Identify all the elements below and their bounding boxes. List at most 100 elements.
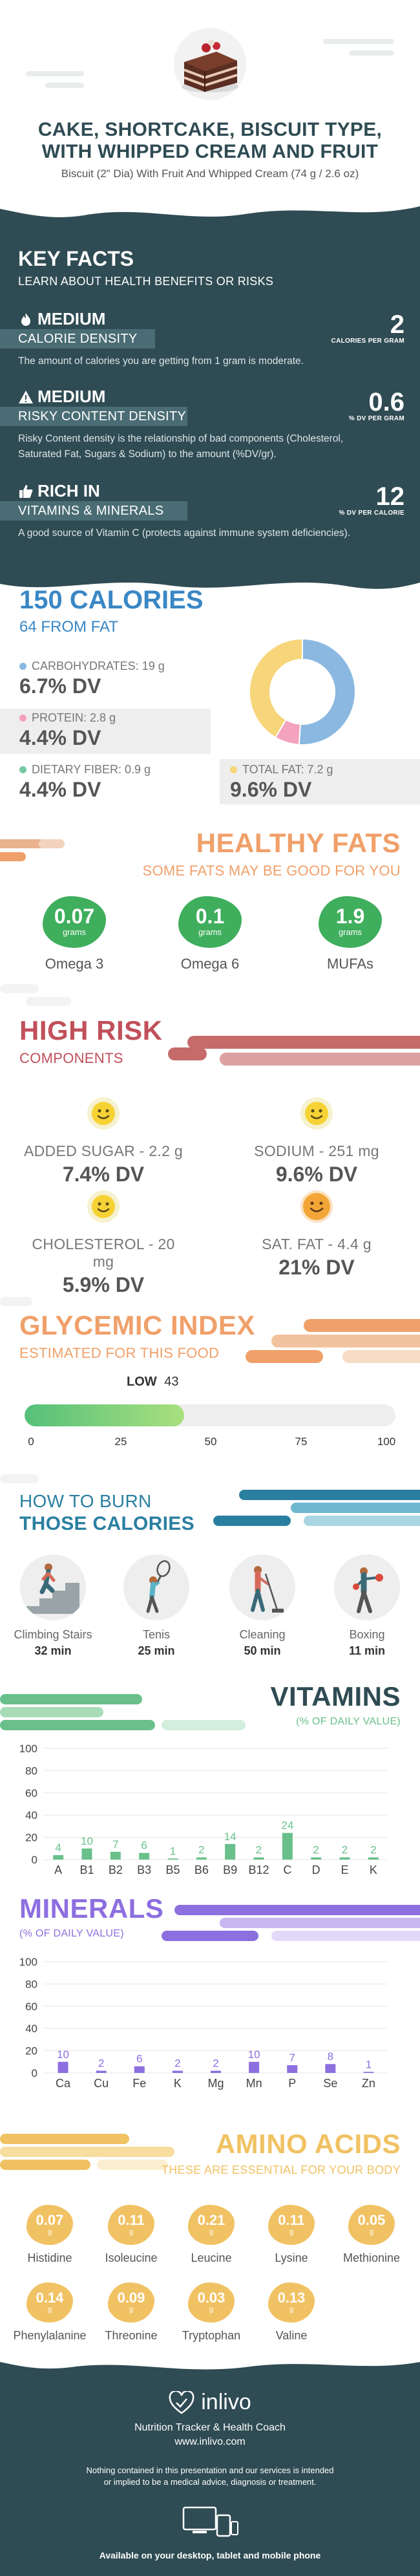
amino-unit: g — [209, 2228, 214, 2236]
y-tick-label: 80 — [25, 1978, 37, 1990]
glycemic-bar — [25, 1404, 395, 1426]
bar — [287, 2065, 298, 2073]
brand-website[interactable]: www.inlivo.com — [174, 2436, 246, 2447]
fat-unit: grams — [198, 927, 222, 937]
burn-boxing: Boxing 11 min — [322, 1554, 412, 1658]
amino-value: 0.14 — [36, 2290, 64, 2306]
bar — [339, 1857, 350, 1860]
fat-value-badge: 0.1 grams — [178, 896, 242, 948]
bar — [139, 1852, 150, 1860]
burn-minutes: 25 min — [138, 1644, 175, 1657]
fat-name: Omega 3 — [45, 956, 104, 972]
risk-cholesterol: CHOLESTEROL - 20 mg 5.9% DV — [19, 1190, 187, 1297]
page-title: CAKE, SHORTCAKE, BISCUIT TYPE, WITH WHIP… — [13, 119, 407, 163]
burn-activity: Boxing — [349, 1628, 385, 1641]
decor-stripe — [45, 83, 84, 88]
amino-value-badge: 0.14 g — [26, 2282, 73, 2323]
x-tick-label: A — [54, 1863, 62, 1876]
amino-value-badge: 0.05 g — [348, 2205, 395, 2245]
decor-stripe — [271, 1931, 420, 1941]
amino-value-badge: 0.21 g — [188, 2205, 235, 2245]
brand-name: inlivo — [201, 2390, 251, 2414]
decor-stripe — [97, 2160, 168, 2170]
amino-unit: g — [129, 2228, 134, 2236]
fact-unit: % DV PER GRAM — [348, 415, 404, 422]
y-tick-label: 60 — [25, 1787, 37, 1799]
amino-value: 0.03 — [197, 2290, 226, 2306]
minerals-bar-chart: 0 20 40 60 80 100 10 Ca 2 Cu 6 Fe 2 K 2 Mg 10 Mn 7 P 8 Se 1 Zn — [19, 1956, 388, 2090]
decor-stripe — [342, 1350, 420, 1363]
warning-icon — [19, 390, 33, 403]
bar-value-label: 7 — [289, 2052, 295, 2064]
risk-dv: 5.9% DV — [62, 1273, 145, 1296]
decor-stripe — [304, 1516, 420, 1526]
fact-vitamins-minerals: RICH IN VITAMINS & MINERALS A good sourc… — [0, 481, 406, 541]
fact-level-text: MEDIUM — [37, 309, 106, 328]
glycemic-tick: 0 — [28, 1435, 34, 1448]
decor-stripe — [291, 1503, 420, 1513]
x-tick-label: B1 — [79, 1863, 94, 1876]
amino-unit: g — [289, 2306, 294, 2313]
legend-dot — [19, 663, 26, 670]
bar-value-label: 6 — [141, 1840, 147, 1852]
nutrient-carbohydrates: CARBOHYDRATES: 19 g 6.7% DV — [19, 660, 165, 698]
x-tick-label: K — [174, 2077, 182, 2090]
title-line-1: CAKE, SHORTCAKE, BISCUIT TYPE, — [37, 119, 383, 140]
key-facts-title: KEY FACTS — [18, 247, 134, 270]
bar — [53, 1855, 64, 1860]
x-tick-label: Zn — [362, 2077, 375, 2090]
x-tick-label: Cu — [94, 2077, 109, 2090]
fact-calorie-density: MEDIUM CALORIE DENSITY The amount of cal… — [0, 309, 406, 369]
protein-highlight — [0, 709, 211, 754]
amino-value-badge: 0.03 g — [188, 2282, 235, 2323]
decor-stripe — [246, 1350, 323, 1363]
key-facts-subtitle: LEARN ABOUT HEALTH BENEFITS OR RISKS — [18, 275, 274, 288]
burn-activity: Climbing Stairs — [14, 1628, 92, 1641]
fat-value: 0.1 — [195, 905, 225, 928]
amino-name: Isoleucine — [105, 2251, 158, 2264]
nutrient-total-fat: TOTAL FAT: 7.2 g 9.6% DV — [230, 763, 333, 802]
y-tick-label: 60 — [25, 2001, 37, 2013]
burn-activity: Tenis — [142, 1628, 171, 1641]
thumbs-up-icon — [19, 484, 33, 498]
decor-stripe — [0, 1694, 142, 1704]
fat-value: 1.9 — [335, 905, 365, 928]
fat-omega-3: 0.07 grams Omega 3 — [29, 896, 120, 972]
amino-unit: g — [47, 2306, 52, 2313]
bar — [167, 1858, 178, 1860]
high-risk-title: HIGH RISK — [19, 1015, 163, 1046]
glycemic-tick: 50 — [204, 1435, 217, 1448]
fact-value: 12 % DV PER CALORIE — [339, 484, 404, 517]
bar — [311, 1857, 322, 1860]
risk-label: SODIUM - 251 mg — [254, 1143, 379, 1159]
bar — [249, 2061, 260, 2073]
fat-mufas: 1.9 grams MUFAs — [305, 896, 395, 972]
burn-cleaning: Cleaning 50 min — [217, 1554, 308, 1658]
amino-unit: g — [209, 2306, 214, 2313]
amino-item: 0.13 g Valine — [249, 2282, 333, 2343]
glycemic-tick: 100 — [377, 1435, 396, 1448]
fat-value-badge: 0.07 grams — [43, 896, 106, 948]
key-facts-section: KEY FACTS LEARN ABOUT HEALTH BENEFITS OR… — [0, 201, 420, 597]
devices-icon — [182, 2506, 238, 2537]
fact-level: MEDIUM — [18, 309, 406, 329]
risk-label: ADDED SUGAR - 2.2 g — [24, 1143, 183, 1159]
decor-stripe — [39, 839, 65, 848]
decor-stripe — [304, 1319, 420, 1332]
decor-stripe — [26, 71, 84, 76]
risk-dv: 7.4% DV — [62, 1163, 145, 1186]
x-tick-label: Mg — [207, 2077, 224, 2090]
bar-value-label: 8 — [328, 2050, 333, 2063]
smiley-icon — [87, 1190, 120, 1223]
amino-unit: g — [369, 2228, 374, 2236]
bar-value-label: 6 — [136, 2053, 142, 2065]
amino-value: 0.05 — [357, 2212, 386, 2228]
vitamins-subtitle: (% OF DAILY VALUE) — [296, 1716, 401, 1727]
fact-unit: % DV PER CALORIE — [339, 510, 404, 517]
fact-description: Risky Content density is the relationshi… — [18, 433, 344, 460]
amino-item: 0.05 g Methionine — [330, 2205, 414, 2265]
bar-value-label: 2 — [256, 1844, 262, 1856]
decor-stripe — [323, 39, 394, 44]
x-tick-label: Mn — [246, 2077, 262, 2090]
disclaimer: Nothing contained in this presentation a… — [86, 2465, 334, 2487]
